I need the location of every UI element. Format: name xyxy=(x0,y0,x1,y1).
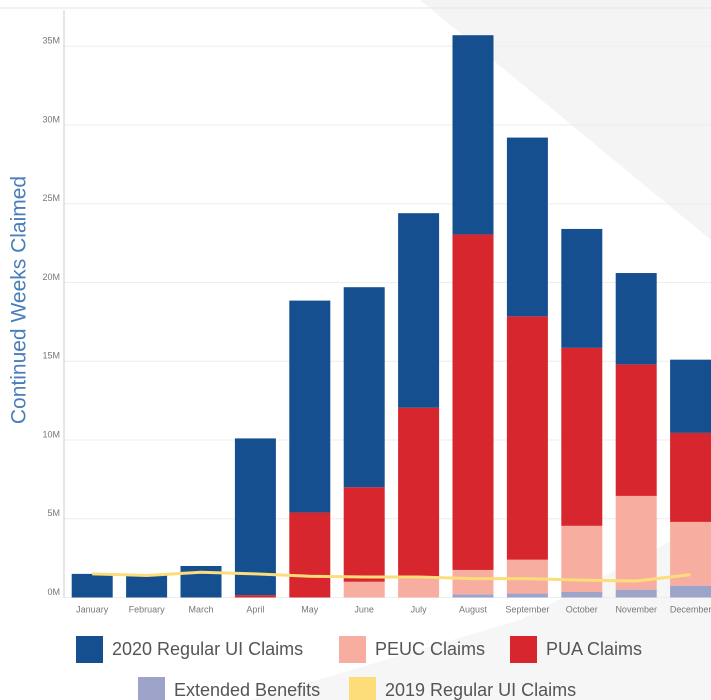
legend-label: 2019 Regular UI Claims xyxy=(385,680,576,700)
legend-label: PUA Claims xyxy=(546,639,642,659)
bar-segment xyxy=(561,525,603,592)
x-tick-label: February xyxy=(129,604,166,614)
bar-segment xyxy=(561,347,603,526)
x-tick-label: November xyxy=(615,604,657,614)
line-series xyxy=(92,570,691,583)
bar-segment xyxy=(234,438,276,596)
bar-segment xyxy=(343,581,385,598)
bar-segment xyxy=(506,316,548,560)
bar-segment xyxy=(561,591,603,598)
y-tick-label: 5M xyxy=(47,508,60,518)
x-tick-label: July xyxy=(411,604,428,614)
legend-label: Extended Benefits xyxy=(174,680,320,700)
x-tick-label: May xyxy=(301,604,319,614)
bar-segment xyxy=(398,578,440,598)
bar-segment xyxy=(343,287,385,488)
legend-swatch xyxy=(510,636,537,663)
x-tick-label: December xyxy=(670,604,711,614)
x-tick-label: January xyxy=(76,604,109,614)
x-tick-label: June xyxy=(354,604,374,614)
bar-segment xyxy=(452,594,494,598)
y-tick-label: 0M xyxy=(47,587,60,597)
y-tick-label: 30M xyxy=(42,114,60,124)
bar-segment xyxy=(615,273,657,365)
x-tick-label: September xyxy=(505,604,549,614)
x-tick-label: March xyxy=(188,604,213,614)
y-tick-label: 25M xyxy=(42,193,60,203)
bar-segment xyxy=(670,432,711,522)
bar-segment xyxy=(670,359,711,433)
y-tick-label: 20M xyxy=(42,272,60,282)
y-tick-label: 15M xyxy=(42,351,60,361)
bar-segment xyxy=(452,569,494,595)
bar-segment xyxy=(615,364,657,496)
bar-segment xyxy=(452,234,494,570)
bar-segment xyxy=(71,573,113,598)
bar-segment xyxy=(126,575,168,598)
legend-swatch xyxy=(138,677,165,700)
y-tick-label: 35M xyxy=(42,36,60,46)
bar-segment xyxy=(289,512,331,598)
legend-label: PEUC Claims xyxy=(375,639,485,659)
x-tick-label: April xyxy=(246,604,264,614)
background-shape xyxy=(250,520,711,700)
legend-swatch xyxy=(349,677,376,700)
x-tick-label: August xyxy=(459,604,488,614)
bar-segment xyxy=(180,565,222,598)
bar-segment xyxy=(234,595,276,598)
bar-segment xyxy=(506,593,548,598)
bar-segment xyxy=(398,213,440,408)
bar-segment xyxy=(561,228,603,348)
bar-segment xyxy=(506,559,548,594)
bar-segment xyxy=(670,585,711,598)
y-tick-label: 10M xyxy=(42,429,60,439)
bar-segment xyxy=(343,487,385,582)
bar-segment xyxy=(398,407,440,579)
bar-segment xyxy=(615,589,657,598)
bar-segment xyxy=(506,137,548,317)
legend-swatch xyxy=(76,636,103,663)
bar-segment xyxy=(452,35,494,235)
y-axis-label: Continued Weeks Claimed xyxy=(8,176,31,424)
legend-swatch xyxy=(339,636,366,663)
bar-segment xyxy=(615,495,657,590)
legend-label: 2020 Regular UI Claims xyxy=(112,639,303,659)
bar-segment xyxy=(289,300,331,513)
x-tick-label: October xyxy=(566,604,598,614)
